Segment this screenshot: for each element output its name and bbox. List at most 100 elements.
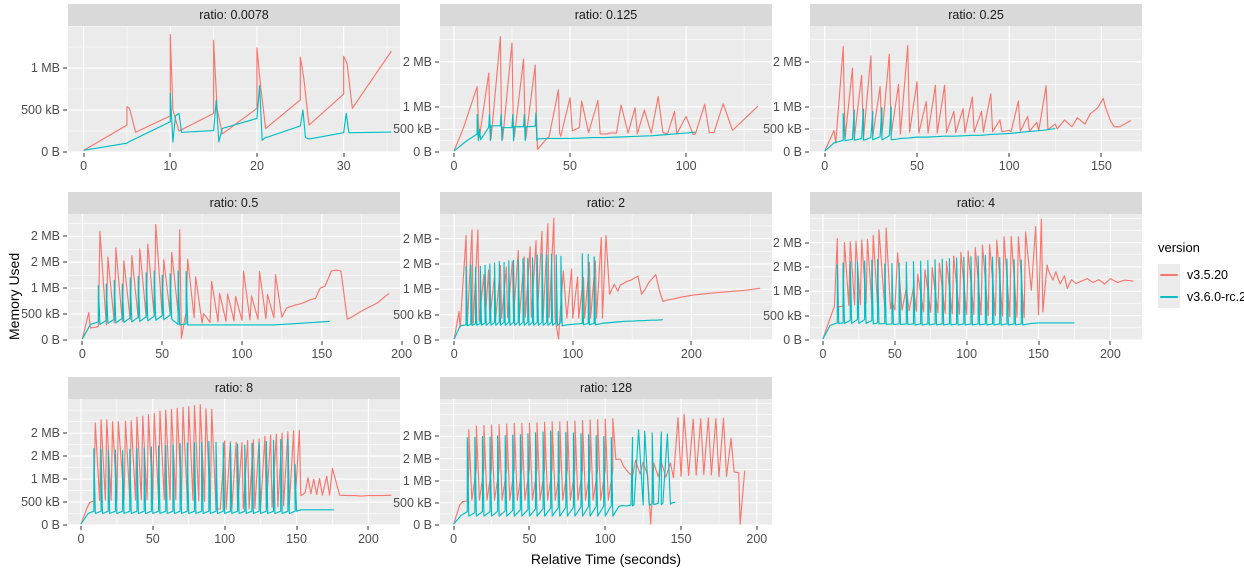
x-tick-mark bbox=[690, 341, 692, 345]
y-tick-mark bbox=[435, 128, 439, 130]
y-tick-label: 0 B bbox=[783, 333, 802, 347]
series-line-v3.5.20 bbox=[81, 405, 391, 524]
facet-strip: ratio: 0.5 bbox=[68, 192, 400, 214]
x-tick-mark bbox=[1100, 153, 1102, 157]
y-tick-mark bbox=[63, 235, 67, 237]
x-tick-mark bbox=[80, 526, 82, 530]
y-tick-mark bbox=[805, 151, 809, 153]
x-tick-mark bbox=[161, 341, 163, 345]
x-tick-mark bbox=[685, 153, 687, 157]
y-tick-label: 2 MB bbox=[402, 231, 432, 246]
x-tick-mark bbox=[528, 526, 530, 530]
x-tick-label: 150 bbox=[1090, 159, 1112, 173]
plot-panel bbox=[440, 214, 772, 340]
x-tick-label: 200 bbox=[746, 532, 768, 546]
series-line-v3.6.0-rc.2 bbox=[823, 255, 1075, 339]
y-tick-label: 2 MB bbox=[402, 54, 432, 69]
facet-strip-label: ratio: 128 bbox=[579, 380, 633, 395]
y-tick-label: 2 MB bbox=[402, 451, 432, 466]
y-tick-mark bbox=[435, 339, 439, 341]
y-tick-label: 1 MB bbox=[30, 472, 60, 487]
legend-title: version bbox=[1158, 240, 1200, 255]
x-tick-label: 50 bbox=[145, 532, 160, 546]
x-tick-mark bbox=[81, 341, 83, 345]
x-tick-label: 30 bbox=[336, 159, 351, 173]
y-tick-mark bbox=[805, 315, 809, 317]
facet-strip-label: ratio: 0.125 bbox=[574, 7, 638, 22]
y-tick-mark bbox=[435, 435, 439, 437]
y-tick-label: 500 kB bbox=[763, 308, 802, 323]
panel-series bbox=[440, 214, 772, 340]
facet-strip: ratio: 4 bbox=[810, 192, 1142, 214]
y-tick-label: 500 kB bbox=[21, 307, 60, 322]
y-tick-label: 0 B bbox=[41, 333, 60, 347]
facet-strip: ratio: 0.125 bbox=[440, 4, 772, 26]
x-tick-mark bbox=[169, 153, 171, 157]
legend-item-v3.6.0-rc.2[interactable]: v3.6.0-rc.2 bbox=[1158, 286, 1244, 308]
y-tick-label: 2 MB bbox=[402, 256, 432, 271]
x-tick-label: 100 bbox=[675, 159, 697, 173]
series-line-v3.5.20 bbox=[82, 224, 388, 338]
y-tick-label: 500 kB bbox=[393, 495, 432, 510]
y-tick-label: 2 MB bbox=[772, 235, 802, 250]
legend-key bbox=[1158, 286, 1180, 308]
x-tick-label: 100 bbox=[594, 532, 616, 546]
y-tick-mark bbox=[63, 287, 67, 289]
x-tick-label: 200 bbox=[1099, 347, 1121, 361]
x-tick-mark bbox=[916, 153, 918, 157]
y-tick-mark bbox=[63, 455, 67, 457]
x-tick-mark bbox=[343, 153, 345, 157]
y-tick-label: 500 kB bbox=[763, 122, 802, 137]
x-tick-mark bbox=[569, 153, 571, 157]
y-tick-mark bbox=[63, 313, 67, 315]
facet-panel-0p0078: ratio: 0.0078 bbox=[68, 4, 400, 152]
y-tick-mark bbox=[63, 432, 67, 434]
y-tick-label: 1 MB bbox=[402, 473, 432, 488]
panel-series bbox=[68, 214, 400, 340]
x-tick-mark bbox=[453, 153, 455, 157]
x-tick-label: 50 bbox=[563, 159, 577, 173]
series-line-v3.5.20 bbox=[454, 414, 745, 524]
legend-items: v3.5.20 v3.6.0-rc.2 bbox=[1158, 264, 1244, 308]
plot-panel bbox=[810, 26, 1142, 152]
y-tick-mark bbox=[63, 524, 67, 526]
x-tick-mark bbox=[152, 526, 154, 530]
y-tick-mark bbox=[63, 109, 67, 111]
x-tick-label: 10 bbox=[163, 159, 178, 173]
y-tick-mark bbox=[435, 61, 439, 63]
legend-item-v3.5.20[interactable]: v3.5.20 bbox=[1158, 264, 1244, 286]
x-tick-label: 100 bbox=[998, 159, 1020, 173]
y-tick-label: 1 MB bbox=[30, 281, 60, 296]
x-tick-label: 50 bbox=[522, 532, 537, 546]
series-line-v3.6.0-rc.2 bbox=[81, 439, 334, 524]
y-tick-mark bbox=[63, 261, 67, 263]
x-tick-label: 0 bbox=[78, 347, 86, 361]
series-line-v3.5.20 bbox=[823, 219, 1133, 339]
x-tick-mark bbox=[1109, 341, 1111, 345]
y-tick-label: 500 kB bbox=[21, 103, 60, 118]
series-line-v3.6.0-rc.2 bbox=[84, 86, 392, 151]
y-tick-mark bbox=[805, 242, 809, 244]
y-tick-label: 1 MB bbox=[772, 284, 802, 299]
series-line-v3.6.0-rc.2 bbox=[454, 254, 663, 339]
y-tick-mark bbox=[805, 128, 809, 130]
x-tick-label: 200 bbox=[391, 347, 413, 361]
x-tick-label: 150 bbox=[286, 532, 307, 546]
x-tick-mark bbox=[604, 526, 606, 530]
panel-series bbox=[440, 26, 772, 152]
y-tick-mark bbox=[805, 266, 809, 268]
x-tick-label: 200 bbox=[680, 347, 702, 361]
y-tick-label: 2 MB bbox=[30, 426, 60, 441]
legend-color-swatch bbox=[1160, 295, 1178, 299]
legend-key bbox=[1158, 264, 1180, 286]
y-tick-mark bbox=[435, 502, 439, 504]
y-tick-label: 500 kB bbox=[393, 307, 432, 322]
plot-panel bbox=[810, 214, 1142, 340]
x-tick-label: 150 bbox=[670, 532, 692, 546]
y-tick-mark bbox=[435, 288, 439, 290]
x-tick-mark bbox=[256, 153, 258, 157]
x-tick-mark bbox=[296, 526, 298, 530]
facet-strip: ratio: 0.0078 bbox=[68, 4, 400, 26]
panel-gridlines bbox=[440, 26, 772, 152]
